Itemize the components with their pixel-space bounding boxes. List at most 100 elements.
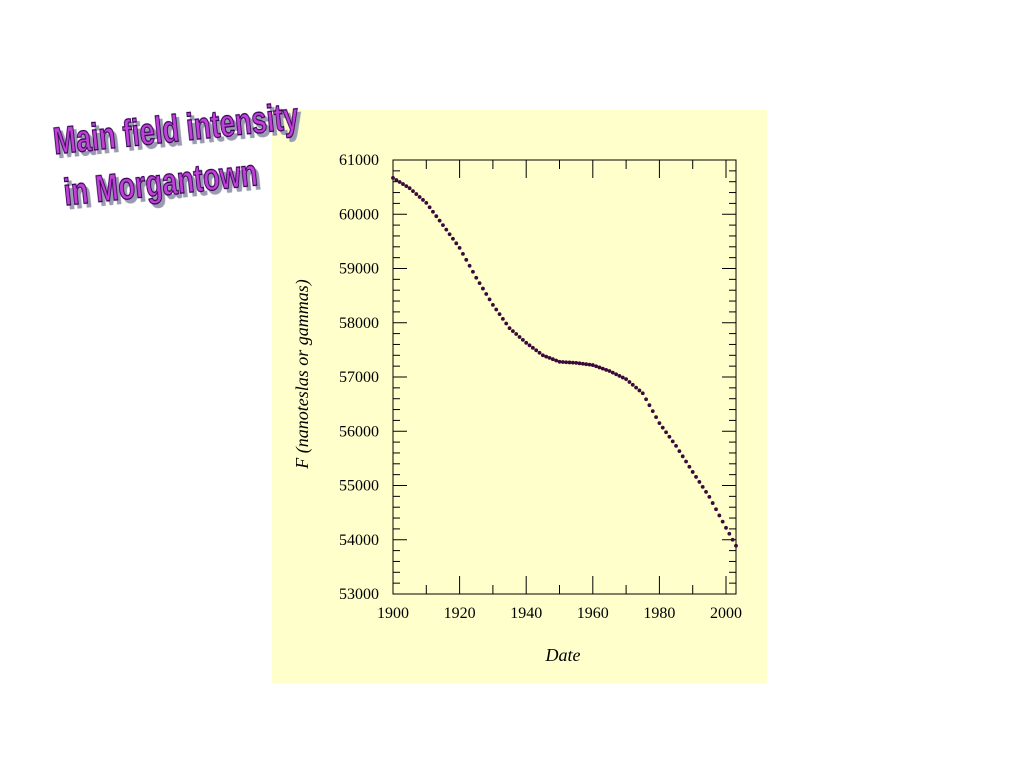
data-point	[404, 184, 409, 189]
x-tick-label: 1900	[377, 605, 409, 622]
data-point	[451, 236, 455, 241]
x-tick-label: 1960	[577, 605, 609, 622]
data-point	[544, 354, 549, 359]
data-point	[634, 385, 638, 390]
data-point	[547, 356, 552, 360]
data-point	[524, 340, 529, 345]
data-point	[614, 372, 619, 377]
data-point	[590, 363, 595, 367]
data-point	[720, 519, 725, 524]
data-point	[630, 382, 635, 387]
chart-title: Main field intensity	[51, 95, 301, 163]
data-point	[677, 449, 682, 454]
data-point	[421, 198, 425, 202]
data-point	[431, 209, 435, 214]
data-point	[397, 180, 402, 184]
data-point	[567, 360, 572, 365]
data-point	[704, 490, 708, 494]
data-point	[667, 434, 672, 439]
data-point	[474, 275, 479, 280]
data-point	[690, 470, 695, 474]
x-axis-label: Date	[545, 645, 581, 665]
data-point	[391, 176, 395, 180]
data-point	[464, 257, 469, 262]
chart-title: in Morgantown	[62, 152, 260, 215]
data-point	[520, 337, 525, 342]
data-point	[497, 312, 502, 317]
plot-background	[272, 110, 767, 683]
data-point	[617, 374, 622, 378]
data-point	[660, 425, 665, 430]
data-point	[427, 205, 432, 210]
data-point	[491, 302, 495, 307]
data-point	[707, 494, 712, 499]
data-point	[487, 297, 492, 302]
y-tick-label: 60000	[339, 206, 379, 223]
data-point	[717, 513, 722, 518]
data-point	[471, 269, 475, 274]
data-point	[394, 178, 399, 182]
y-tick-label: 55000	[339, 478, 379, 495]
data-point	[417, 195, 422, 199]
data-point	[564, 360, 569, 365]
data-point	[517, 335, 522, 339]
data-point	[674, 443, 678, 448]
data-point	[654, 415, 658, 420]
data-point	[507, 326, 512, 331]
data-point	[647, 403, 652, 408]
y-tick-label: 53000	[339, 586, 379, 603]
data-point	[570, 360, 575, 365]
data-point	[424, 200, 429, 205]
data-point	[684, 459, 688, 464]
data-point	[700, 485, 705, 489]
data-point	[454, 241, 459, 246]
data-point	[680, 454, 685, 459]
data-point	[694, 475, 698, 479]
data-point	[411, 189, 415, 194]
data-point	[530, 345, 535, 350]
data-point	[437, 218, 442, 223]
data-point	[447, 232, 452, 237]
data-point	[494, 307, 499, 312]
data-point	[550, 357, 555, 362]
data-point	[514, 332, 519, 336]
data-point	[537, 350, 542, 355]
data-point	[477, 281, 482, 286]
data-point	[730, 537, 735, 542]
data-point	[597, 365, 602, 370]
y-tick-label: 56000	[339, 423, 379, 440]
data-point	[484, 292, 489, 296]
data-point	[620, 375, 625, 380]
data-point	[577, 361, 582, 366]
data-point	[534, 348, 539, 353]
data-point	[467, 263, 472, 268]
data-point	[657, 421, 662, 426]
y-tick-label: 54000	[339, 532, 379, 549]
data-point	[604, 367, 609, 372]
data-point	[510, 329, 515, 334]
data-point	[407, 186, 412, 191]
data-point	[610, 370, 615, 375]
data-point	[714, 507, 718, 512]
y-tick-label: 61000	[339, 152, 379, 169]
data-point	[441, 223, 445, 228]
data-point	[504, 321, 509, 326]
data-point	[457, 245, 462, 250]
data-point	[481, 286, 485, 291]
data-point	[434, 214, 439, 219]
data-point	[574, 360, 579, 365]
data-point	[600, 366, 605, 371]
data-point	[710, 501, 715, 505]
data-point	[664, 430, 668, 435]
data-point	[727, 531, 732, 536]
data-point	[557, 359, 562, 364]
x-tick-label: 1920	[444, 605, 476, 622]
title-group: Main field intensity in Morgantown	[51, 95, 302, 215]
data-point	[594, 364, 599, 369]
data-point	[627, 380, 632, 384]
data-point	[670, 439, 675, 444]
y-tick-label: 57000	[339, 369, 379, 386]
data-point	[650, 409, 655, 414]
data-point	[607, 369, 612, 373]
